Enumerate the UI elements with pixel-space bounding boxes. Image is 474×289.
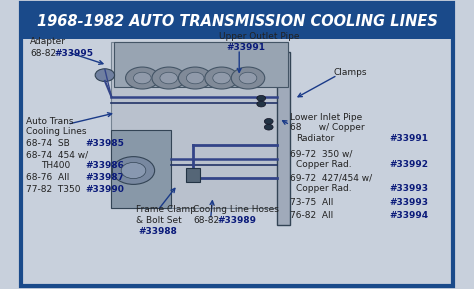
Circle shape [239, 72, 257, 84]
Polygon shape [111, 42, 288, 208]
Text: 76-82  All: 76-82 All [290, 211, 333, 220]
Text: Adapter: Adapter [30, 37, 66, 47]
Text: #33991: #33991 [389, 134, 428, 143]
Text: #33993: #33993 [389, 198, 428, 207]
Bar [21, 3, 453, 39]
Text: #33989: #33989 [217, 216, 256, 225]
Circle shape [121, 162, 146, 179]
Circle shape [231, 67, 265, 89]
Circle shape [257, 101, 265, 107]
Circle shape [205, 67, 238, 89]
Text: #33994: #33994 [389, 211, 428, 220]
Polygon shape [277, 52, 290, 225]
Text: Frame Clamp: Frame Clamp [136, 205, 196, 214]
Text: 77-82  T350: 77-82 T350 [26, 185, 80, 194]
Circle shape [112, 157, 155, 184]
Polygon shape [186, 168, 200, 182]
Circle shape [160, 72, 178, 84]
Text: 68-82: 68-82 [193, 216, 219, 225]
Text: #33993: #33993 [389, 184, 428, 193]
Text: #33986: #33986 [85, 161, 124, 170]
Circle shape [264, 124, 273, 130]
Circle shape [178, 67, 212, 89]
Text: 73-75  All: 73-75 All [290, 198, 333, 207]
Circle shape [134, 72, 151, 84]
Text: 68-74  SB: 68-74 SB [26, 138, 69, 148]
Text: #33991: #33991 [226, 43, 265, 52]
Text: #33985: #33985 [85, 138, 124, 148]
Text: Lower Inlet Pipe: Lower Inlet Pipe [290, 112, 362, 122]
Text: 68-76  All: 68-76 All [26, 173, 69, 182]
Text: Clamps: Clamps [334, 68, 367, 77]
Text: & Bolt Set: & Bolt Set [136, 216, 182, 225]
Text: Upper Outlet Pipe: Upper Outlet Pipe [219, 32, 300, 41]
Text: Auto Trans: Auto Trans [26, 117, 73, 126]
Text: Cooling Line Hoses: Cooling Line Hoses [193, 205, 279, 214]
Text: 68-82: 68-82 [30, 49, 56, 58]
Text: 69-72  350 w/: 69-72 350 w/ [290, 149, 352, 158]
Text: Radiator: Radiator [296, 134, 335, 143]
Circle shape [257, 95, 265, 101]
Circle shape [186, 72, 204, 84]
Text: #33988: #33988 [138, 227, 177, 236]
Text: #33995: #33995 [54, 49, 93, 58]
Text: 69-72  427/454 w/: 69-72 427/454 w/ [290, 173, 372, 182]
Circle shape [126, 67, 159, 89]
Text: 68      w/ Copper: 68 w/ Copper [290, 123, 365, 132]
Text: 68-74  454 w/: 68-74 454 w/ [26, 150, 88, 159]
Text: #33990: #33990 [85, 185, 124, 194]
Text: Cooling Lines: Cooling Lines [26, 127, 86, 136]
Text: #33987: #33987 [85, 173, 124, 182]
Polygon shape [111, 130, 171, 208]
Text: Copper Rad.: Copper Rad. [296, 184, 352, 193]
Text: Copper Rad.: Copper Rad. [296, 160, 352, 169]
Text: TH400: TH400 [41, 161, 70, 170]
Text: 1968-1982 AUTO TRANSMISSION COOLING LINES: 1968-1982 AUTO TRANSMISSION COOLING LINE… [36, 14, 438, 29]
Circle shape [95, 69, 115, 81]
Polygon shape [114, 42, 288, 87]
Circle shape [264, 118, 273, 124]
Text: #33992: #33992 [389, 160, 428, 169]
Circle shape [152, 67, 185, 89]
Circle shape [213, 72, 230, 84]
